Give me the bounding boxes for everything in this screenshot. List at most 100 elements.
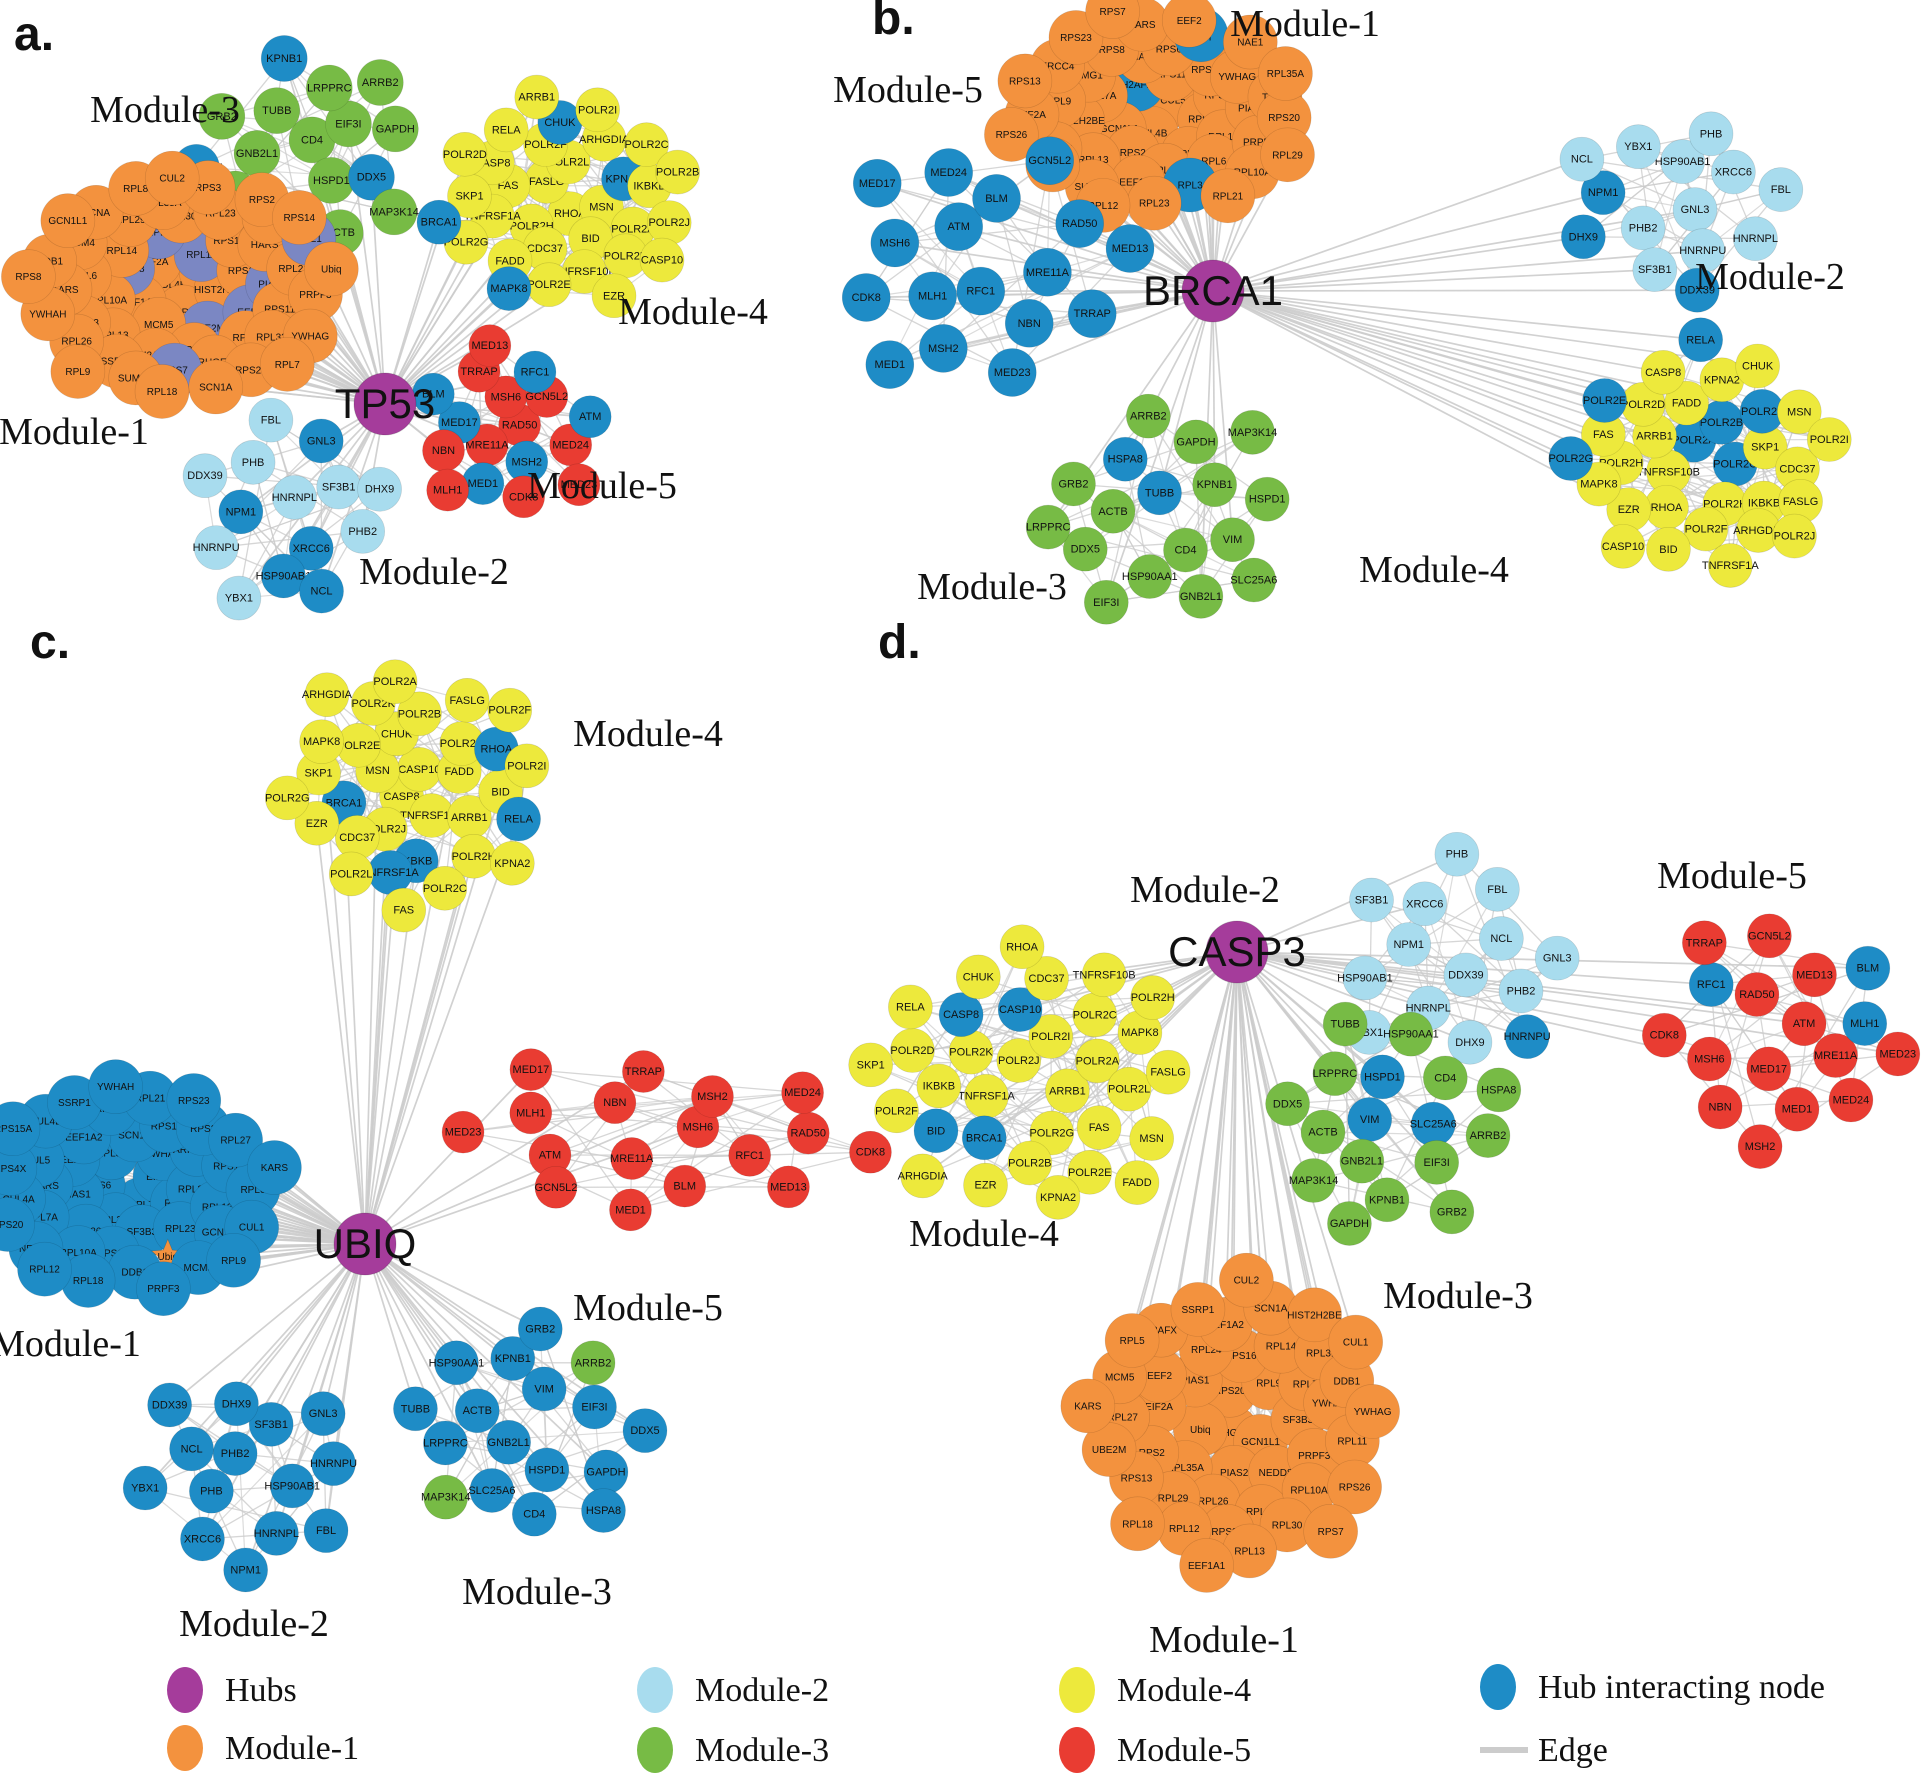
node-GNB2L1[interactable]: GNB2L1	[1339, 1138, 1385, 1184]
node-MSH6[interactable]: MSH6	[1687, 1036, 1732, 1082]
node-BLM[interactable]: BLM	[972, 174, 1021, 223]
node-GAPDH[interactable]: GAPDH	[1327, 1201, 1372, 1246]
node-FAS[interactable]: FAS	[381, 887, 427, 933]
node-RHOA[interactable]: RHOA	[999, 924, 1045, 970]
node-NCL[interactable]: NCL	[1479, 916, 1524, 961]
node-FAS[interactable]: FAS	[1581, 412, 1626, 457]
node-ACTB[interactable]: ACTB	[1300, 1109, 1346, 1155]
node-HNRNPU[interactable]: HNRNPU	[1504, 1014, 1551, 1059]
node-RFC1[interactable]: RFC1	[513, 350, 557, 394]
node-ARRB2[interactable]: ARRB2	[570, 1340, 616, 1386]
node-MLH1[interactable]: MLH1	[509, 1091, 553, 1135]
node-POLR2B[interactable]: POLR2B	[397, 691, 442, 737]
node-DDX5[interactable]: DDX5	[622, 1408, 668, 1453]
node-MAPK8[interactable]: MAPK8	[486, 266, 532, 311]
node-LRPPRC[interactable]: LRPPRC	[305, 64, 353, 112]
node-RPL18[interactable]: RPL18	[1110, 1496, 1165, 1552]
node-TUBB[interactable]: TUBB	[1322, 1001, 1368, 1047]
node-FAS[interactable]: FAS	[1076, 1105, 1122, 1150]
node-EZR[interactable]: EZR	[963, 1162, 1008, 1208]
node-GRB2[interactable]: GRB2	[1429, 1189, 1475, 1235]
hub-node-TP53[interactable]: TP53	[335, 372, 435, 436]
node-ARHGDIA[interactable]: ARHGDIA	[302, 672, 353, 718]
node-MSH2[interactable]: MSH2	[505, 440, 549, 484]
node-VIM[interactable]: VIM	[1347, 1097, 1393, 1142]
node-POLR2H[interactable]: POLR2H	[451, 833, 496, 879]
node-POLR2D[interactable]: POLR2D	[890, 1028, 935, 1073]
node-GAPDH[interactable]: GAPDH	[1173, 419, 1219, 465]
node-GNL3[interactable]: GNL3	[1672, 187, 1718, 232]
node-RELA[interactable]: RELA	[496, 796, 541, 842]
node-POLR2G[interactable]: POLR2G	[265, 775, 310, 821]
node-FBL[interactable]: FBL	[303, 1508, 349, 1553]
node-NPM1[interactable]: NPM1	[1580, 170, 1626, 215]
node-POLR2G[interactable]: POLR2G	[1548, 436, 1593, 481]
node-CDC37[interactable]: CDC37	[334, 815, 380, 860]
node-TNFRSF1A[interactable]: TNFRSF1A	[958, 1073, 1016, 1119]
node-RFC1[interactable]: RFC1	[728, 1134, 771, 1177]
node-EIF3I[interactable]: EIF3I	[572, 1384, 617, 1430]
node-MAP3K14[interactable]: MAP3K14	[369, 188, 419, 236]
node-SLC25A6[interactable]: SLC25A6	[1410, 1101, 1457, 1147]
node-ATM[interactable]: ATM	[568, 395, 612, 439]
node-ARRB1[interactable]: ARRB1	[514, 74, 560, 120]
node-KPNB1[interactable]: KPNB1	[1364, 1177, 1410, 1223]
node-HSP90AA1[interactable]: HSP90AA1	[429, 1340, 485, 1386]
node-RAD50[interactable]: RAD50	[1734, 972, 1780, 1017]
node-TUBB[interactable]: TUBB	[1137, 470, 1182, 516]
node-POLR2C[interactable]: POLR2C	[624, 122, 669, 167]
node-RPS23[interactable]: RPS23	[166, 1073, 222, 1128]
node-RPL29[interactable]: RPL29	[1260, 127, 1315, 183]
node-GAPDH[interactable]: GAPDH	[372, 105, 419, 153]
node-GRB2[interactable]: GRB2	[1051, 461, 1096, 507]
node-XRCC6[interactable]: XRCC6	[180, 1516, 225, 1562]
node-KPNA2[interactable]: KPNA2	[1699, 357, 1745, 403]
node-YWHAG[interactable]: YWHAG	[1345, 1384, 1400, 1439]
node-RPS14[interactable]: RPS14	[271, 190, 327, 245]
node-KPNB1[interactable]: KPNB1	[260, 35, 308, 82]
node-RPL12[interactable]: RPL12	[17, 1241, 72, 1297]
node-RPS13[interactable]: RPS13	[997, 53, 1053, 109]
node-KPNA2[interactable]: KPNA2	[490, 840, 535, 886]
node-PHB[interactable]: PHB	[189, 1468, 234, 1514]
node-SKP1[interactable]: SKP1	[1742, 424, 1788, 470]
node-ACTB[interactable]: ACTB	[1090, 488, 1136, 534]
node-EEF1A1[interactable]: EEF1A1	[1179, 1538, 1234, 1593]
node-FBL[interactable]: FBL	[1475, 867, 1520, 912]
node-MLH1[interactable]: MLH1	[426, 468, 469, 512]
node-EIF3I[interactable]: EIF3I	[1083, 579, 1129, 625]
node-RPL35A[interactable]: RPL35A	[1258, 46, 1313, 101]
node-POLR2I[interactable]: POLR2I	[1806, 417, 1852, 462]
node-TNFRSF10B[interactable]: TNFRSF10B	[1073, 952, 1136, 998]
node-HSP90AA1[interactable]: HSP90AA1	[1383, 1011, 1439, 1057]
node-KPNB1[interactable]: KPNB1	[1192, 462, 1237, 508]
node-HIST2H2BE[interactable]: HIST2H2BE	[1287, 1287, 1342, 1343]
node-HSP90AB1[interactable]: HSP90AB1	[256, 553, 312, 599]
node-RFC1[interactable]: RFC1	[1688, 962, 1734, 1007]
node-SF3B1[interactable]: SF3B1	[1632, 247, 1678, 292]
node-MAP3K14[interactable]: MAP3K14	[1228, 410, 1278, 455]
node-HSPD1[interactable]: HSPD1	[1360, 1054, 1405, 1100]
node-MED23[interactable]: MED23	[557, 463, 601, 507]
node-MLH1[interactable]: MLH1	[908, 271, 957, 321]
node-TUBB[interactable]: TUBB	[393, 1386, 438, 1432]
node-POLR2H[interactable]: POLR2H	[1130, 975, 1176, 1020]
node-FASLG[interactable]: FASLG	[444, 677, 490, 723]
node-MED24[interactable]: MED24	[1828, 1077, 1874, 1123]
node-DDX39[interactable]: DDX39	[1443, 952, 1489, 998]
node-MRE11A[interactable]: MRE11A	[1023, 247, 1072, 297]
node-BID[interactable]: BID	[1646, 527, 1691, 572]
node-EIF3I[interactable]: EIF3I	[1414, 1140, 1459, 1185]
node-CD4[interactable]: CD4	[512, 1491, 557, 1537]
node-MSH2[interactable]: MSH2	[1737, 1124, 1783, 1169]
node-HSPD1[interactable]: HSPD1	[308, 157, 355, 204]
node-EZR[interactable]: EZR	[294, 800, 340, 846]
node-TRRAP[interactable]: TRRAP	[622, 1050, 665, 1093]
node-DHX9[interactable]: DHX9	[1561, 214, 1606, 260]
node-RPL18[interactable]: RPL18	[134, 364, 190, 419]
node-POLR2D[interactable]: POLR2D	[439, 721, 485, 766]
node-ARRB2[interactable]: ARRB2	[356, 59, 404, 106]
node-MSH2[interactable]: MSH2	[691, 1075, 734, 1118]
node-RPS26[interactable]: RPS26	[1327, 1459, 1382, 1515]
node-NBN[interactable]: NBN	[593, 1081, 637, 1124]
